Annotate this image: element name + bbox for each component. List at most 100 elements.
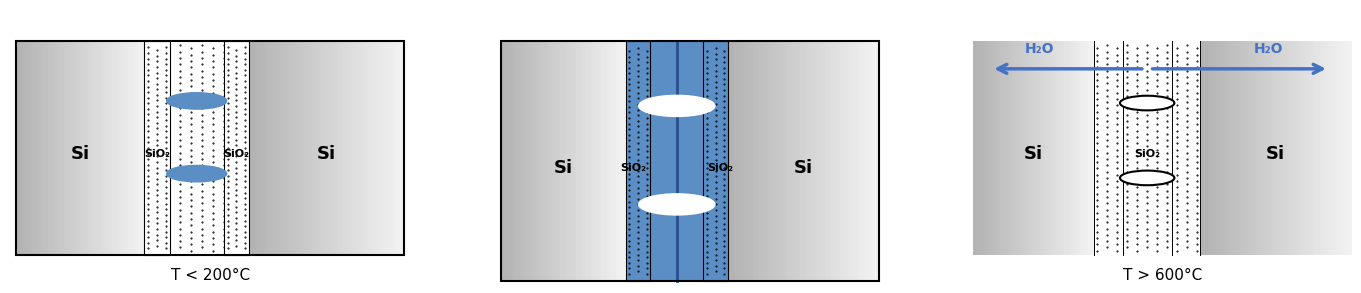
Bar xyxy=(1085,41,1089,255)
Bar xyxy=(1037,41,1040,255)
Bar xyxy=(369,41,374,255)
Bar xyxy=(312,41,316,255)
Bar xyxy=(614,41,617,281)
Bar xyxy=(16,41,404,255)
Bar xyxy=(1222,41,1228,255)
Bar xyxy=(1207,41,1213,255)
Bar xyxy=(350,41,354,255)
Bar xyxy=(983,41,985,255)
Bar xyxy=(1204,41,1209,255)
Bar xyxy=(331,41,335,255)
Bar xyxy=(71,41,75,255)
Bar xyxy=(249,41,253,255)
Bar xyxy=(769,41,774,281)
Bar xyxy=(841,41,845,281)
Text: SiO₂: SiO₂ xyxy=(708,163,734,173)
Bar xyxy=(268,41,274,255)
Bar xyxy=(1045,41,1049,255)
Bar xyxy=(1241,41,1247,255)
Bar xyxy=(1211,41,1215,255)
Bar xyxy=(354,41,358,255)
Bar xyxy=(1064,41,1067,255)
Bar xyxy=(1322,41,1326,255)
Bar xyxy=(339,41,343,255)
Bar xyxy=(385,41,389,255)
Ellipse shape xyxy=(167,93,227,109)
Bar xyxy=(860,41,864,281)
Bar xyxy=(1260,41,1266,255)
Bar xyxy=(554,41,558,281)
Bar xyxy=(573,41,577,281)
Bar xyxy=(785,41,789,281)
Bar xyxy=(800,41,804,281)
Bar xyxy=(1060,41,1064,255)
Bar xyxy=(1275,41,1281,255)
Bar xyxy=(991,41,995,255)
Bar xyxy=(1234,41,1239,255)
Bar xyxy=(99,41,103,255)
Bar xyxy=(542,41,546,281)
Bar xyxy=(1341,41,1345,255)
Bar xyxy=(781,41,785,281)
Bar xyxy=(1273,41,1277,255)
Bar xyxy=(125,41,129,255)
Bar xyxy=(1258,41,1262,255)
Bar xyxy=(1215,41,1219,255)
Ellipse shape xyxy=(638,95,715,116)
Bar xyxy=(1292,41,1296,255)
Bar xyxy=(834,41,838,281)
Bar xyxy=(1057,41,1062,255)
Bar xyxy=(588,41,592,281)
Bar xyxy=(392,41,397,255)
Bar xyxy=(600,41,604,281)
Bar xyxy=(501,41,879,281)
Ellipse shape xyxy=(1120,96,1175,110)
Bar xyxy=(381,41,385,255)
Bar xyxy=(1294,41,1300,255)
Bar xyxy=(83,41,87,255)
Bar xyxy=(792,41,796,281)
Bar xyxy=(1249,41,1253,255)
Bar xyxy=(90,41,94,255)
Text: T < 200°C: T < 200°C xyxy=(170,268,250,283)
Bar xyxy=(595,41,599,281)
Bar xyxy=(1322,41,1326,255)
Bar xyxy=(551,41,554,281)
Bar xyxy=(1268,41,1273,255)
Bar xyxy=(396,41,401,255)
Bar xyxy=(102,41,106,255)
Bar xyxy=(135,41,139,255)
Bar xyxy=(535,41,539,281)
Bar xyxy=(1264,41,1268,255)
Bar xyxy=(1288,41,1292,255)
Text: Si: Si xyxy=(317,145,336,163)
Bar xyxy=(1018,41,1022,255)
Bar xyxy=(822,41,827,281)
Bar xyxy=(592,41,595,281)
Bar xyxy=(1043,41,1047,255)
Bar xyxy=(1309,41,1315,255)
Bar xyxy=(52,41,56,255)
Bar xyxy=(1317,41,1322,255)
Bar xyxy=(1006,41,1010,255)
Bar xyxy=(109,41,113,255)
Bar xyxy=(1279,41,1283,255)
Text: SiO₂: SiO₂ xyxy=(1134,149,1160,159)
Bar xyxy=(1204,41,1209,255)
Bar xyxy=(626,41,728,281)
Bar xyxy=(525,41,529,281)
Bar xyxy=(1283,41,1288,255)
Bar xyxy=(871,41,876,281)
Bar xyxy=(875,41,879,281)
Bar xyxy=(837,41,842,281)
Bar xyxy=(853,41,857,281)
Bar xyxy=(42,41,46,255)
Bar xyxy=(1343,41,1349,255)
Text: Si: Si xyxy=(793,159,813,177)
Bar xyxy=(597,41,602,281)
Bar xyxy=(318,41,324,255)
Bar xyxy=(304,41,308,255)
Bar xyxy=(1283,41,1288,255)
Bar xyxy=(544,41,548,281)
Bar xyxy=(1200,41,1204,255)
